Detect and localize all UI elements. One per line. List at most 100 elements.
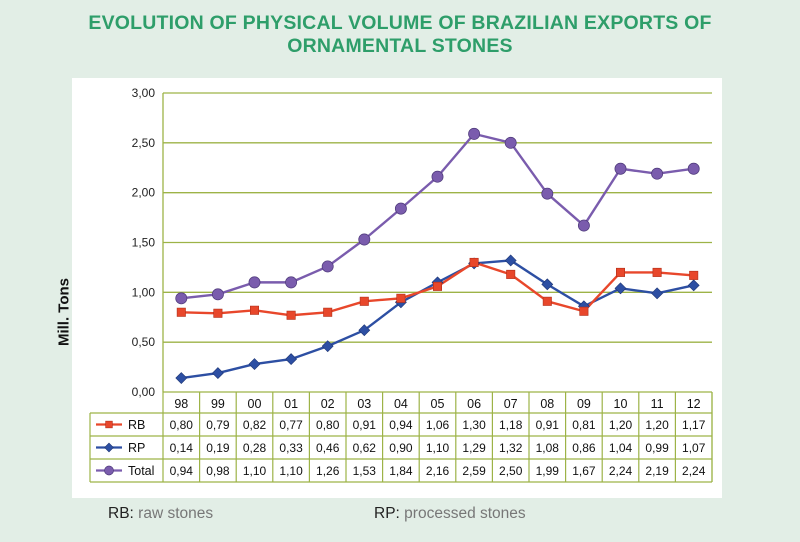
y-axis-label: Mill. Tons [55, 277, 73, 347]
x-tick-label: 00 [248, 397, 262, 411]
data-point-rp [175, 372, 188, 384]
data-point-total [504, 136, 517, 149]
data-label-rb: 0,94 [389, 418, 413, 432]
data-label-rp: 1,07 [682, 441, 706, 455]
data-point-rp [285, 353, 298, 366]
chart-title-line-2: ORNAMENTAL STONES [287, 35, 513, 57]
data-label-total: 1,67 [572, 464, 596, 478]
data-label-rp: 1,08 [536, 441, 560, 455]
data-point-rp [651, 287, 664, 300]
data-point-rb [432, 281, 442, 291]
data-point-total [321, 260, 334, 273]
data-point-rp [541, 278, 554, 291]
data-label-rb: 0,80 [170, 418, 194, 432]
y-tick-label: 0,50 [132, 335, 156, 349]
data-point-rb [652, 267, 662, 277]
data-label-total: 1,10 [243, 464, 267, 478]
data-label-rp: 1,10 [426, 441, 450, 455]
data-point-rb [176, 307, 186, 317]
y-tick-label: 2,00 [132, 186, 156, 200]
data-label-total: 2,59 [462, 464, 486, 478]
x-tick-label: 04 [394, 397, 408, 411]
data-point-total [248, 276, 261, 289]
data-point-total [651, 167, 664, 180]
data-label-rb: 0,79 [206, 418, 230, 432]
data-point-rb [323, 307, 333, 317]
data-label-total: 1,26 [316, 464, 340, 478]
data-label-total: 2,24 [609, 464, 633, 478]
data-label-rb: 1,06 [426, 418, 450, 432]
data-point-rb [396, 293, 406, 303]
data-point-rp [687, 279, 700, 292]
y-tick-label: 0,00 [132, 385, 156, 399]
data-label-rp: 1,04 [609, 441, 633, 455]
data-point-total [285, 276, 298, 289]
data-label-rb: 0,91 [353, 418, 377, 432]
y-tick-label: 1,00 [132, 285, 156, 299]
data-label-rp: 0,28 [243, 441, 267, 455]
data-point-total [468, 127, 481, 140]
legend-note-rp-text: processed stones [404, 505, 526, 522]
legend-note-rb-text: raw stones [138, 505, 214, 522]
data-point-rp [358, 324, 371, 337]
y-tick-label: 1,50 [132, 236, 156, 250]
data-label-rb: 0,81 [572, 418, 596, 432]
x-tick-label: 09 [577, 397, 591, 411]
y-tick-label: 3,00 [132, 86, 156, 100]
x-tick-label: 02 [321, 397, 335, 411]
data-label-total: 1,53 [353, 464, 377, 478]
data-label-total: 0,98 [206, 464, 230, 478]
data-label-rp: 0,86 [572, 441, 596, 455]
chart-title-line-1: EVOLUTION OF PHYSICAL VOLUME OF BRAZILIA… [88, 12, 712, 34]
data-label-total: 1,99 [536, 464, 560, 478]
x-tick-label: 01 [284, 397, 298, 411]
data-point-rp [211, 367, 224, 379]
legend-label-rp: RP [128, 441, 145, 455]
data-label-rp: 0,99 [645, 441, 669, 455]
data-label-rp: 0,46 [316, 441, 340, 455]
data-label-total: 1,84 [389, 464, 413, 478]
data-point-total [577, 219, 590, 232]
data-point-rb [250, 305, 260, 315]
data-point-rb [615, 267, 625, 277]
x-tick-label: 08 [540, 397, 554, 411]
data-label-total: 2,19 [645, 464, 669, 478]
data-point-total [431, 170, 444, 183]
data-label-rb: 1,20 [609, 418, 633, 432]
legend-note-rp-key: RP [374, 505, 396, 522]
chart-panel [72, 78, 722, 498]
legend-marker-rb [105, 420, 113, 429]
data-label-total: 1,10 [279, 464, 303, 478]
data-label-rp: 0,90 [389, 441, 413, 455]
data-point-rb [542, 296, 552, 306]
legend-marker-total [104, 465, 114, 476]
data-label-rp: 0,62 [353, 441, 377, 455]
data-point-rp [321, 340, 334, 353]
x-tick-label: 98 [174, 397, 188, 411]
data-point-rp [504, 254, 517, 267]
data-point-total [394, 202, 407, 215]
legend-marker-rp [104, 442, 114, 453]
legend-note-rp: RP: processed stones [374, 505, 526, 523]
data-point-total [614, 162, 627, 175]
data-label-rb: 0,82 [243, 418, 267, 432]
data-point-total [687, 162, 700, 175]
chart-title: EVOLUTION OF PHYSICAL VOLUME OF BRAZILIA… [0, 12, 800, 58]
x-tick-label: 11 [651, 397, 664, 411]
data-point-total [211, 288, 224, 301]
data-label-rp: 1,32 [499, 441, 523, 455]
data-label-rb: 0,80 [316, 418, 340, 432]
data-label-rb: 0,91 [536, 418, 560, 432]
data-label-rb: 1,30 [462, 418, 486, 432]
data-point-total [358, 233, 371, 246]
legend-label-total: Total [128, 464, 154, 478]
data-label-total: 2,24 [682, 464, 706, 478]
data-label-rp: 0,14 [170, 441, 194, 455]
x-tick-label: 10 [614, 397, 628, 411]
x-tick-label: 99 [211, 397, 225, 411]
x-tick-label: 12 [687, 397, 701, 411]
data-point-rp [614, 282, 627, 295]
x-tick-label: 05 [431, 397, 445, 411]
data-label-rp: 0,33 [279, 441, 303, 455]
